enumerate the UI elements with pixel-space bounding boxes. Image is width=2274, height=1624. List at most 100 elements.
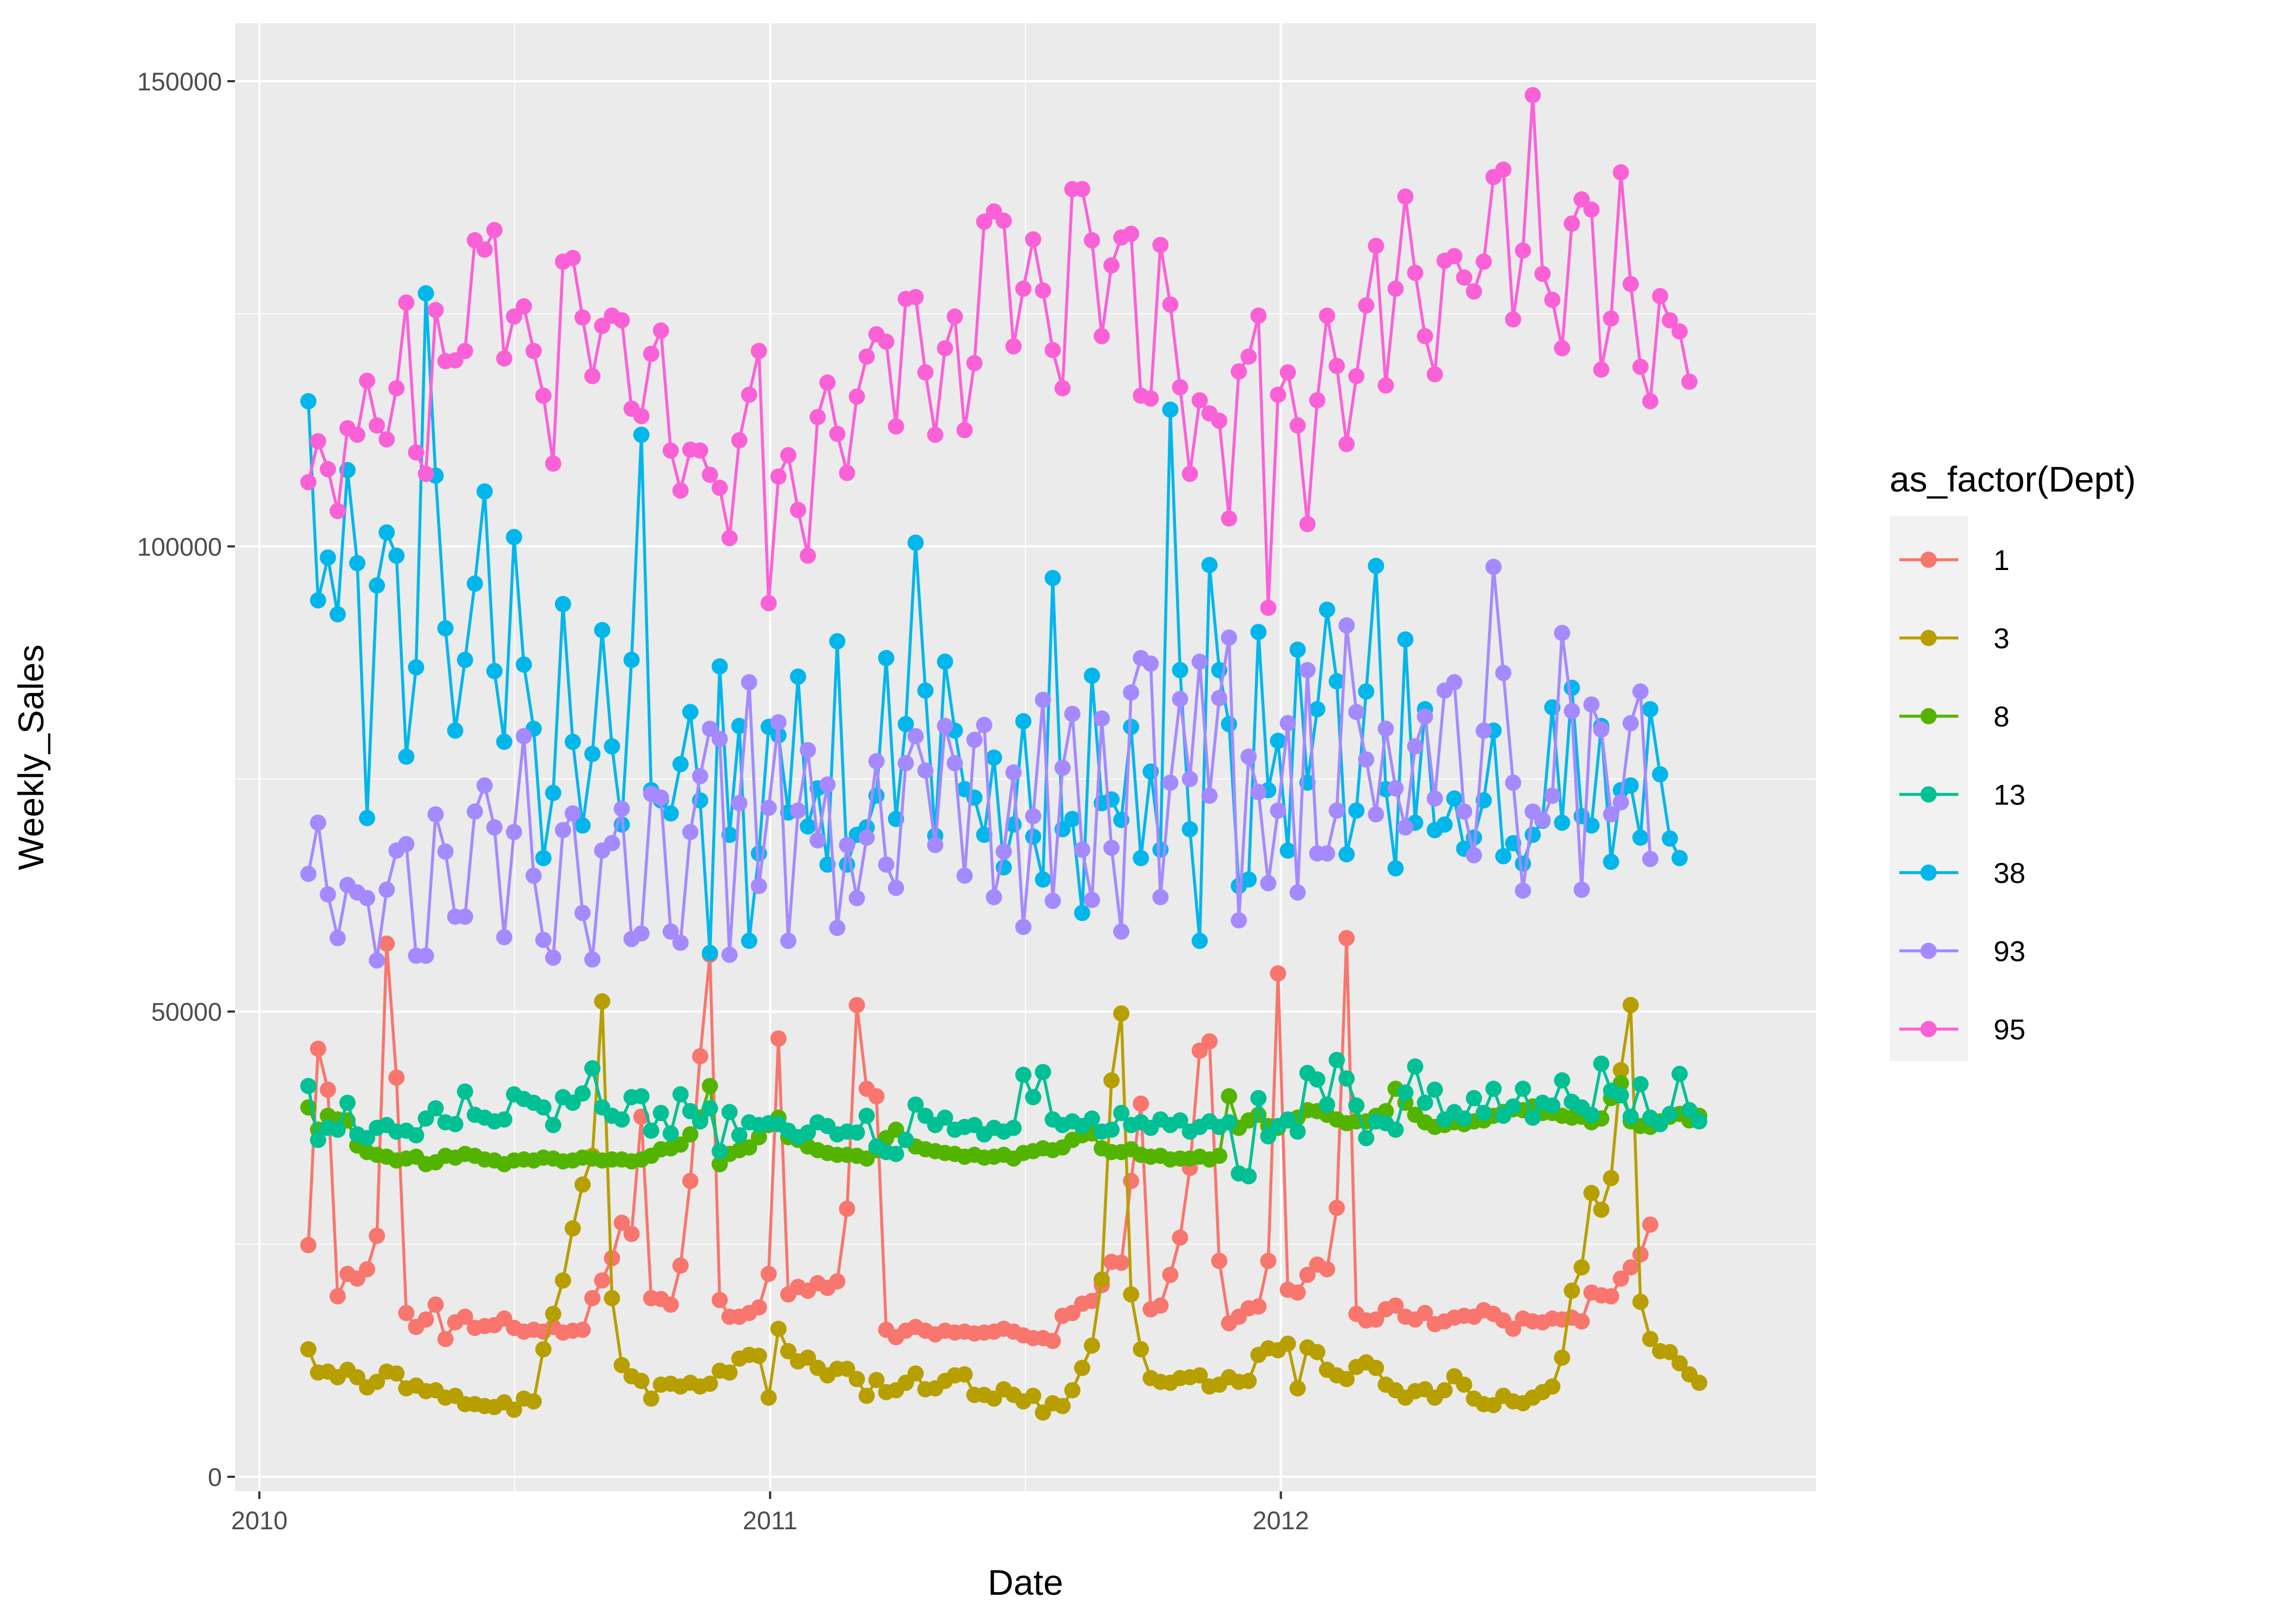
legend-item-1: 1 (1899, 545, 2009, 577)
data-point (1123, 684, 1140, 701)
data-point (1416, 328, 1433, 344)
data-point (1348, 1097, 1365, 1114)
data-point (1544, 787, 1561, 804)
data-point (1172, 1229, 1188, 1246)
data-point (1015, 919, 1032, 935)
data-point (1377, 721, 1394, 737)
data-point (662, 923, 679, 940)
data-point (584, 368, 601, 384)
data-point (1221, 629, 1237, 646)
legend-key-point (1920, 630, 1937, 646)
data-point (339, 1095, 356, 1111)
y-axis-title: Weekly_Sales (11, 645, 51, 870)
data-point (388, 1069, 405, 1086)
data-point (1612, 794, 1629, 810)
data-point (1319, 1261, 1335, 1278)
data-point (1456, 1110, 1473, 1127)
data-point (633, 1373, 650, 1389)
data-point (1671, 1355, 1688, 1372)
data-point (359, 1261, 375, 1278)
data-point (1172, 1112, 1188, 1129)
data-point (829, 920, 846, 936)
data-point (868, 1088, 885, 1105)
data-point (1250, 307, 1267, 324)
legend-label: 1 (1994, 545, 2009, 577)
data-point (956, 1366, 973, 1383)
y-tick-label: 100000 (137, 532, 222, 561)
data-point (535, 1099, 552, 1116)
data-point (408, 1127, 424, 1144)
data-point (1662, 312, 1678, 329)
data-point (574, 905, 591, 921)
data-point (1123, 1173, 1140, 1189)
data-point (1407, 1058, 1423, 1075)
data-point (1044, 893, 1061, 909)
data-point (1397, 188, 1414, 205)
x-tick-label: 2010 (231, 1506, 288, 1535)
data-point (1191, 1367, 1208, 1384)
data-point (1583, 1106, 1600, 1123)
legend-label: 38 (1994, 857, 2025, 889)
series-95 (300, 87, 1698, 616)
data-point (506, 529, 522, 546)
data-point (427, 806, 444, 823)
data-point (1632, 829, 1649, 846)
series-3 (300, 993, 1708, 1421)
data-point (535, 850, 552, 867)
data-point (1270, 732, 1286, 749)
data-point (1270, 387, 1286, 403)
data-point (349, 427, 365, 443)
data-point (1240, 871, 1257, 888)
data-point (437, 620, 454, 637)
data-point (1338, 436, 1355, 453)
data-point (731, 795, 748, 811)
data-point (1593, 361, 1610, 378)
legend-title: as_factor(Dept) (1890, 459, 2136, 499)
data-point (868, 753, 885, 770)
data-point (907, 1365, 924, 1382)
data-point (1074, 1359, 1090, 1376)
data-point (1524, 1109, 1541, 1126)
data-point (1642, 701, 1658, 718)
data-point (917, 762, 934, 779)
data-point (1329, 1200, 1345, 1216)
data-point (1162, 1267, 1179, 1283)
legend-key-point (1920, 786, 1937, 803)
data-point (1279, 364, 1296, 381)
data-point (956, 422, 973, 438)
data-point (760, 595, 777, 612)
data-point (711, 1143, 728, 1160)
data-point (1475, 253, 1492, 270)
data-point (809, 409, 826, 425)
data-point (1025, 231, 1042, 248)
data-point (985, 889, 1002, 906)
data-point (1377, 377, 1394, 394)
data-point (1612, 1087, 1629, 1104)
data-point (604, 835, 620, 852)
data-point (1191, 653, 1208, 670)
data-point (643, 1390, 659, 1407)
data-point (1583, 201, 1600, 218)
data-point (1093, 328, 1110, 344)
legend-item-3: 3 (1899, 623, 2009, 655)
data-point (829, 1273, 846, 1290)
data-point (1035, 871, 1051, 888)
data-point (1338, 1070, 1355, 1087)
data-point (1309, 701, 1325, 718)
data-point (319, 1082, 336, 1098)
data-point (1416, 708, 1433, 725)
data-point (643, 1122, 659, 1139)
data-point (417, 1311, 434, 1328)
data-point (1397, 1084, 1414, 1101)
data-point (319, 461, 336, 477)
data-point (1015, 280, 1032, 297)
data-point (329, 929, 346, 946)
data-point (1103, 840, 1120, 856)
data-point (1319, 307, 1335, 324)
data-point (1123, 1286, 1140, 1303)
data-point (1622, 997, 1639, 1013)
data-point (927, 837, 944, 853)
data-point (1681, 374, 1698, 390)
y-tick-label: 150000 (137, 67, 222, 96)
